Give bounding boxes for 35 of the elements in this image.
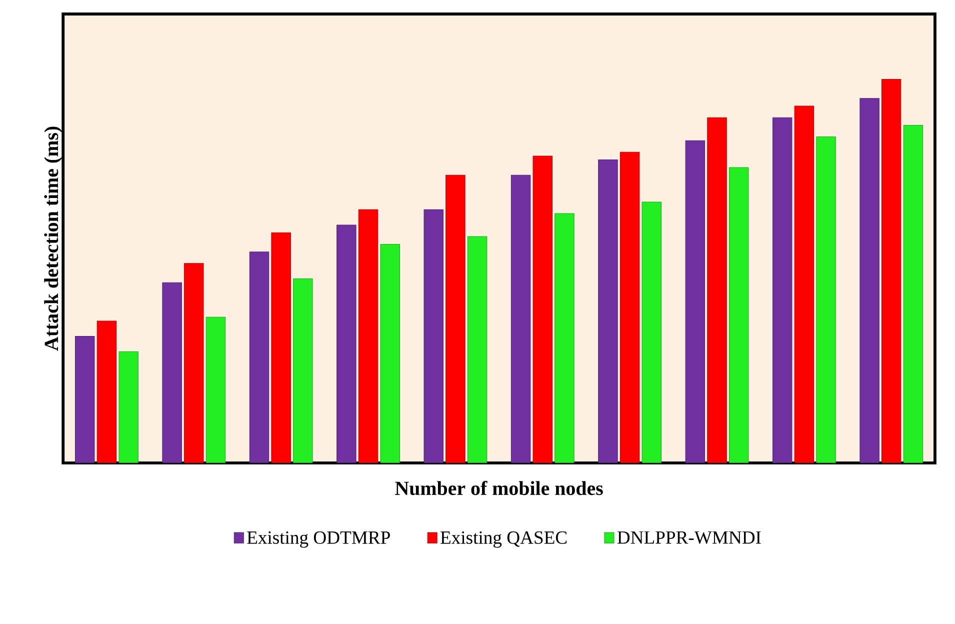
bar	[249, 252, 270, 463]
bar	[336, 224, 356, 463]
bar	[184, 263, 204, 463]
bar	[96, 320, 117, 463]
legend-label: Existing QASEC	[440, 531, 567, 548]
legend-label: DNLPPR-WMNDI	[617, 531, 761, 544]
bar	[728, 167, 749, 463]
bar	[816, 136, 836, 463]
bar	[271, 232, 291, 463]
bar	[424, 209, 444, 463]
bar	[206, 316, 226, 463]
bar	[772, 117, 792, 463]
bar	[642, 202, 662, 463]
x-axis-title: Number of mobile nodes	[395, 480, 603, 496]
bar	[162, 282, 182, 463]
bar	[532, 156, 552, 463]
bar	[620, 152, 640, 463]
bar	[882, 78, 902, 463]
bar	[446, 174, 466, 463]
bar	[598, 160, 618, 463]
bar	[903, 125, 924, 463]
bar	[380, 244, 400, 463]
bar	[75, 336, 95, 463]
bar	[794, 106, 814, 463]
y-axis-title: Attack detection time (ms)	[44, 126, 62, 351]
bar	[707, 117, 727, 463]
bar	[860, 98, 880, 463]
bar	[467, 236, 488, 463]
bar	[510, 174, 531, 463]
bar	[685, 140, 706, 463]
bar	[293, 278, 313, 463]
legend-label: Existing ODTMRP	[247, 531, 390, 548]
bar	[358, 209, 378, 463]
bar	[554, 213, 574, 463]
bar	[118, 351, 138, 463]
